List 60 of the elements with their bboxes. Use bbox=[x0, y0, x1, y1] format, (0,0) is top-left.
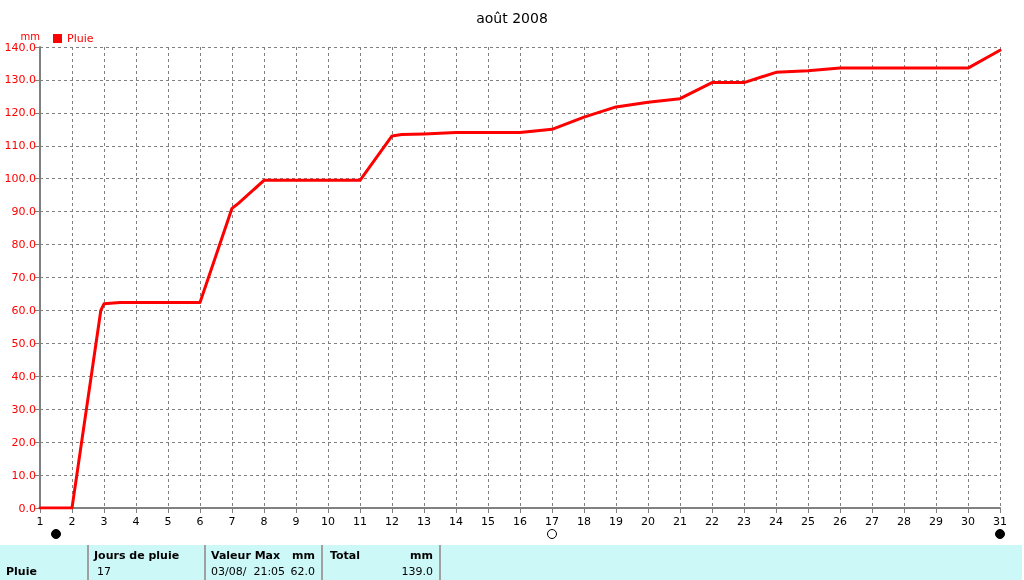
y-tick-label: 100.0 bbox=[4, 172, 36, 186]
x-tick-label: 1 bbox=[36, 515, 44, 528]
x-tick-label: 14 bbox=[449, 515, 463, 528]
text: 17 bbox=[97, 565, 111, 578]
x-tick-label: 13 bbox=[417, 515, 431, 528]
x-tick-label: 16 bbox=[513, 515, 527, 528]
y-tick-label: 70.0 bbox=[11, 271, 36, 284]
legend-label: Pluie bbox=[67, 32, 94, 45]
y-tick-label: 40.0 bbox=[11, 369, 36, 383]
text: Valeur Max bbox=[211, 549, 281, 562]
x-tick-label: 15 bbox=[481, 515, 495, 528]
x-tick-label: 20 bbox=[641, 515, 655, 528]
x-tick-label: 9 bbox=[292, 515, 300, 528]
y-tick-label: 110.0 bbox=[4, 139, 36, 153]
x-tick-label: 24 bbox=[769, 515, 783, 528]
x-tick-label: 28 bbox=[897, 515, 911, 528]
text: mm bbox=[292, 549, 315, 562]
x-tick-label: 17 bbox=[545, 515, 559, 528]
y-tick-label: 0.0 bbox=[18, 501, 36, 515]
y-tick-label: 50.0 bbox=[11, 336, 36, 350]
x-tick-label: 23 bbox=[737, 515, 751, 528]
x-tick-label: 4 bbox=[132, 515, 140, 528]
x-tick-label: 12 bbox=[385, 515, 399, 528]
x-tick-label: 8 bbox=[260, 515, 268, 528]
y-tick-label: 20.0 bbox=[11, 435, 36, 449]
x-tick-label: 5 bbox=[164, 515, 172, 528]
y-tick-label: 90.0 bbox=[11, 205, 36, 219]
x-tick-label: 21 bbox=[673, 515, 687, 528]
y-tick-label: 30.0 bbox=[11, 402, 36, 416]
y-axis-title: mm bbox=[20, 30, 40, 42]
x-tick-label: 27 bbox=[865, 515, 879, 528]
x-tick-label: 3 bbox=[100, 515, 108, 528]
y-tick-label: 130.0 bbox=[4, 73, 36, 87]
text: 62.0 bbox=[290, 565, 315, 578]
x-tick-label: 19 bbox=[609, 515, 623, 528]
text: 03/08/ 21:05 bbox=[211, 565, 286, 578]
text: mm bbox=[410, 549, 433, 562]
x-tick-label: 7 bbox=[228, 515, 236, 528]
x-tick-label: 18 bbox=[577, 515, 591, 528]
y-tick-label: 60.0 bbox=[11, 303, 36, 317]
text: Jours de pluie bbox=[94, 549, 180, 562]
x-tick-label: 31 bbox=[993, 515, 1007, 528]
y-tick-label: 10.0 bbox=[11, 468, 36, 482]
y-tick-label: 80.0 bbox=[11, 238, 36, 252]
text: 139.0 bbox=[401, 565, 433, 578]
text: Total bbox=[330, 549, 361, 562]
y-tick-label: 140.0 bbox=[4, 40, 36, 54]
x-tick-label: 30 bbox=[961, 515, 975, 528]
x-tick-label: 26 bbox=[833, 515, 847, 528]
x-tick-label: 11 bbox=[353, 515, 367, 528]
x-tick-label: 6 bbox=[196, 515, 204, 528]
line-series bbox=[38, 48, 1002, 510]
x-tick-label: 29 bbox=[929, 515, 943, 528]
chart-title: août 2008 bbox=[476, 10, 548, 26]
x-tick-label: 2 bbox=[68, 515, 76, 528]
x-tick-label: 22 bbox=[705, 515, 719, 528]
x-tick-label: 10 bbox=[321, 515, 335, 528]
text: Pluie bbox=[6, 565, 37, 578]
y-tick-label: 120.0 bbox=[4, 106, 36, 120]
x-tick-label: 25 bbox=[801, 515, 815, 528]
